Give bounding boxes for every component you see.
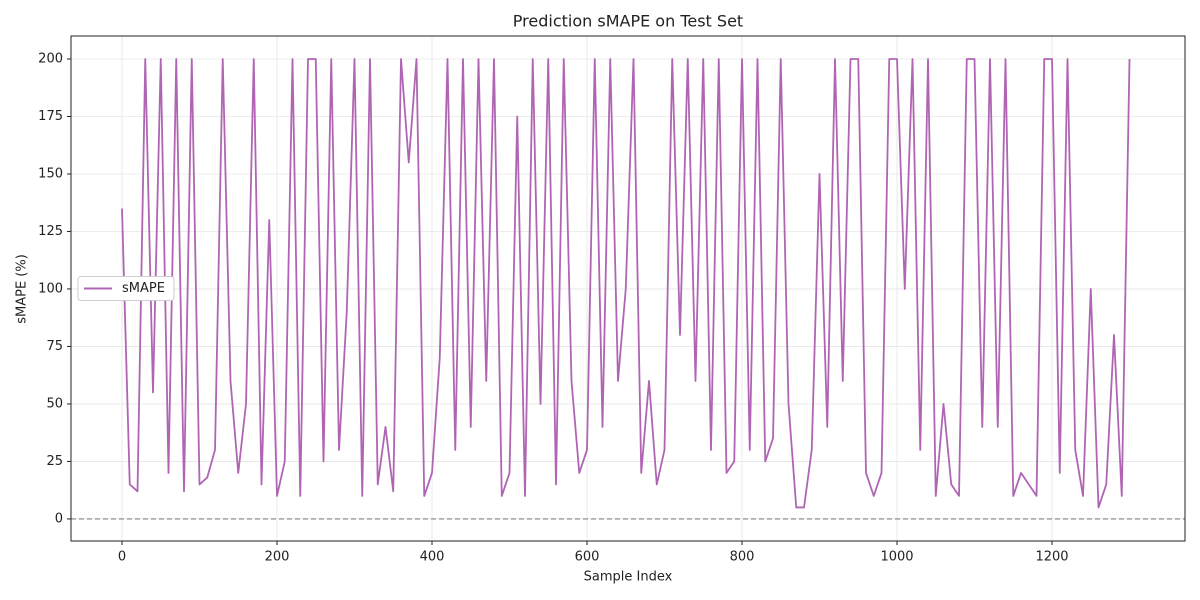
y-tick-label: 75 <box>46 339 63 354</box>
x-tick-label: 1200 <box>1035 550 1068 565</box>
legend-box <box>77 276 175 301</box>
y-tick-label: 175 <box>38 109 63 124</box>
x-tick-label: 400 <box>420 550 445 565</box>
y-tick-label: 100 <box>38 281 63 296</box>
x-tick-label: 800 <box>730 550 755 565</box>
y-tick-label: 50 <box>46 396 63 411</box>
x-tick-label: 0 <box>118 550 126 565</box>
y-tick-label: 150 <box>38 166 63 181</box>
x-tick-label: 600 <box>575 550 600 565</box>
y-tick-label: 0 <box>55 511 63 526</box>
y-tick-label: 25 <box>46 454 63 469</box>
y-tick-label: 125 <box>38 224 63 239</box>
x-tick-label: 200 <box>265 550 290 565</box>
x-tick-label: 1000 <box>880 550 913 565</box>
x-axis-label: Sample Index <box>584 570 673 585</box>
plot-frame <box>70 35 1186 542</box>
chart-title: Prediction sMAPE on Test Set <box>513 12 743 31</box>
legend-label: sMAPE <box>122 281 165 296</box>
y-tick-label: 200 <box>38 51 63 66</box>
y-axis-label: sMAPE (%) <box>15 254 30 324</box>
data-line <box>121 58 1131 509</box>
